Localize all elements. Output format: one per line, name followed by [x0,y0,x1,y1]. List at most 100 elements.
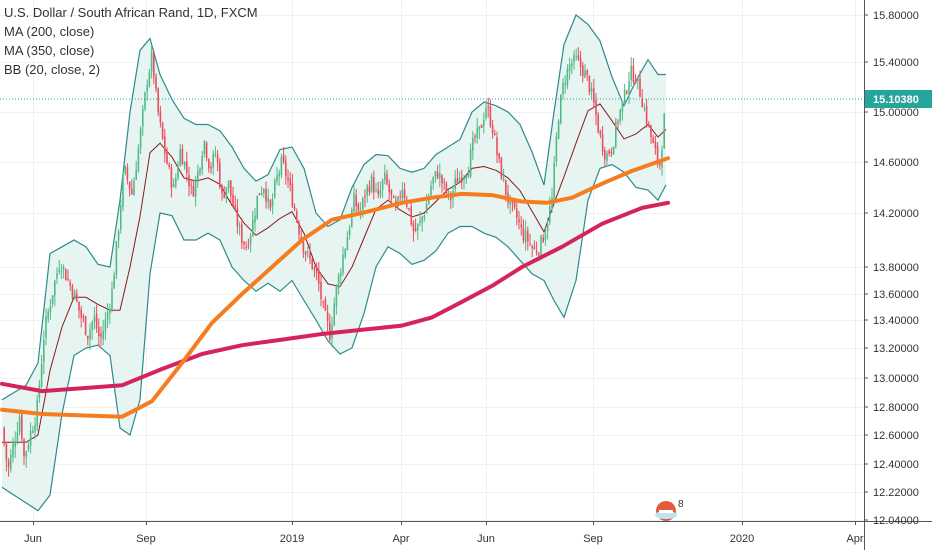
candle-body-164 [364,195,366,198]
candle-body-28 [65,269,67,281]
candle-body-232 [513,201,516,208]
candle-body-115 [256,195,258,219]
candle-body-192 [425,203,428,214]
candle-body-106 [236,208,239,227]
candle-body-9 [23,439,25,456]
candle-body-300 [663,113,665,149]
last-price-label: 15.10380 [873,94,919,106]
candle-body-151 [335,285,338,307]
candle-body-56 [126,167,129,180]
candle-body-142 [315,266,318,274]
candle-body-238 [527,230,529,242]
candle-body-92 [205,142,208,159]
candle-body-20 [47,311,49,320]
candle-body-62 [139,128,142,148]
candle-body-2 [7,461,10,467]
candle-body-187 [414,228,417,232]
y-tick-label-10: 12.80000 [873,402,919,414]
candle-body-81 [181,148,184,165]
candle-body-23 [54,280,56,296]
candle-body-97 [216,154,219,163]
candle-body-294 [650,125,652,138]
candle-body-291 [643,108,646,110]
x-tick-label-3: Apr [392,533,409,545]
candle-body-262 [579,58,582,67]
candle-body-198 [439,173,441,179]
candle-body-74 [166,151,168,164]
candle-body-117 [260,192,263,195]
candle-body-145 [322,301,324,303]
candle-body-96 [214,154,217,156]
candle-body-58 [131,188,133,194]
candle-body-181 [401,189,404,199]
candle-body-46 [104,319,107,332]
candle-body-263 [582,65,584,77]
candle-body-39 [89,329,91,340]
candle-body-214 [474,136,476,138]
candle-body-220 [487,106,489,108]
candle-body-274 [606,152,608,161]
candle-body-36 [82,316,85,319]
candle-body-257 [568,64,571,71]
candle-body-233 [516,208,518,218]
candle-body-124 [276,175,278,182]
candle-body-25 [58,269,60,272]
candle-body-234 [518,219,520,223]
candle-body-200 [443,181,445,183]
candle-body-41 [93,316,96,322]
candle-body-216 [478,126,481,130]
candle-body-13 [32,431,34,433]
candle-body-67 [150,52,153,72]
candle-body-155 [344,249,346,257]
candle-body-281 [621,101,624,112]
candle-body-126 [280,157,283,176]
candle-body-224 [496,137,498,155]
candle-body-137 [304,251,307,255]
candle-body-31 [71,286,74,298]
candle-body-260 [575,55,577,57]
candle-body-95 [212,153,214,168]
candle-body-211 [467,173,470,178]
candle-body-18 [43,339,45,363]
candle-body-22 [51,295,54,304]
y-tick-label-8: 13.20000 [873,343,919,355]
candle-body-108 [241,224,243,243]
candle-body-65 [146,85,148,92]
candle-body-153 [340,272,342,277]
candle-body-197 [436,172,439,179]
candle-body-51 [115,241,118,275]
candle-body-185 [410,206,412,225]
x-tick-label-4: Jun [477,533,495,545]
candle-body-217 [480,125,483,128]
candle-body-253 [560,95,562,123]
candle-body-91 [203,141,206,154]
candle-body-109 [243,241,245,245]
candle-body-154 [342,254,344,273]
candle-body-94 [210,166,212,169]
bollinger-bands [1,14,667,512]
candle-body-209 [463,177,465,181]
candle-body-182 [403,189,406,199]
candle-body-38 [87,335,89,339]
y-tick-label-7: 13.40000 [873,315,919,327]
candle-body-163 [362,197,364,210]
candle-body-116 [258,193,261,195]
candle-body-268 [593,88,595,103]
candle-body-77 [172,183,175,187]
candle-body-298 [659,161,661,166]
candle-body-167 [370,176,373,192]
candle-body-30 [69,282,71,286]
candle-body-118 [263,189,265,193]
y-tick-label-4: 14.20000 [873,208,919,220]
candle-body-110 [245,247,247,248]
candle-body-86 [192,186,195,197]
candle-body-140 [311,258,313,269]
candle-body-269 [595,100,597,116]
x-tick-label-7: Apr [846,533,863,545]
candle-body-276 [610,152,613,154]
candle-body-104 [232,194,234,207]
candle-body-237 [524,230,527,243]
tradingview-logo-icon[interactable]: 8 [650,498,690,522]
